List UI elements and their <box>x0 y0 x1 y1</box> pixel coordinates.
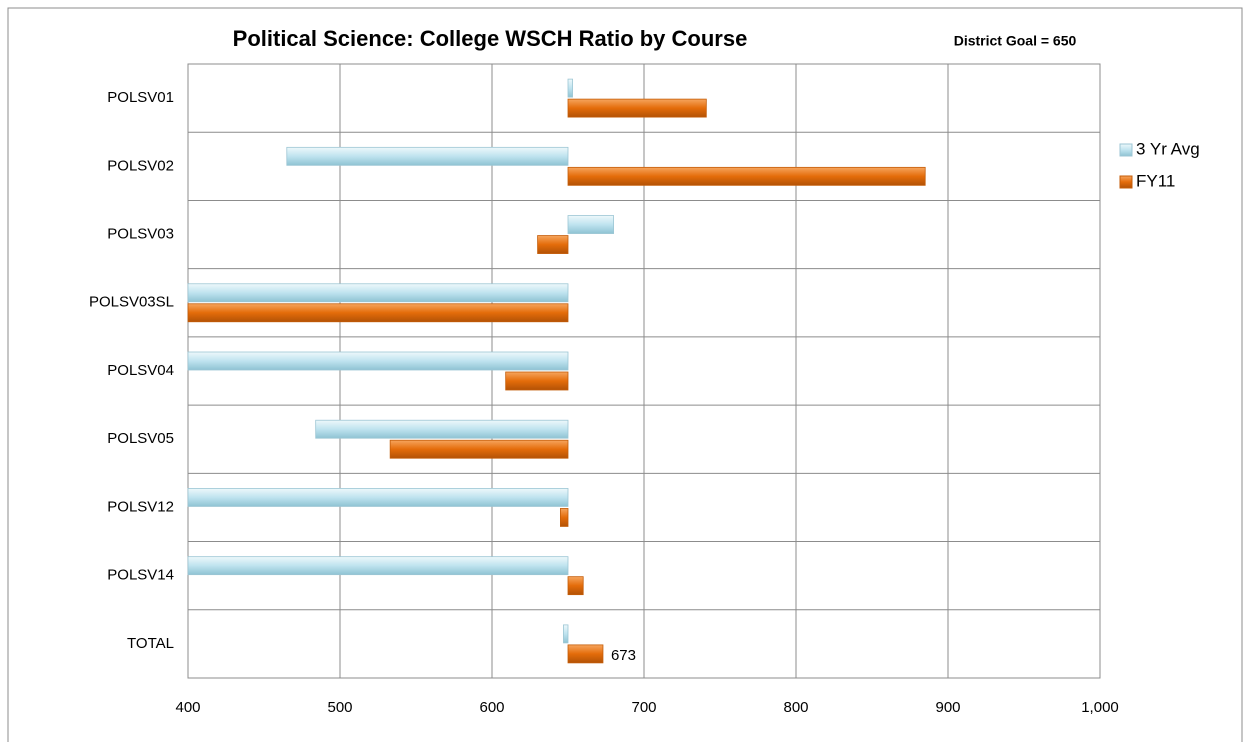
bar <box>505 371 569 391</box>
bar <box>187 556 569 576</box>
bar <box>315 419 569 439</box>
bar <box>567 644 604 664</box>
x-tick-label: 700 <box>631 699 656 716</box>
y-tick-label: POLSV02 <box>107 157 174 174</box>
bar <box>563 624 569 644</box>
bar <box>187 283 569 303</box>
bar <box>537 235 569 254</box>
bar <box>567 215 614 234</box>
bar <box>567 576 584 596</box>
chart-border <box>7 7 1243 742</box>
bar <box>286 146 569 166</box>
bar <box>187 488 569 507</box>
y-tick-label: POLSV05 <box>107 430 174 447</box>
y-tick-label: POLSV01 <box>107 89 174 106</box>
x-tick-label: 1,000 <box>1081 699 1119 716</box>
annotation: District Goal = 650 <box>954 33 1077 49</box>
x-tick-label: 600 <box>479 699 504 716</box>
bar <box>187 351 569 371</box>
y-tick-label: POLSV14 <box>107 567 174 584</box>
y-tick-label: POLSV03SL <box>89 294 174 311</box>
x-tick-label: 400 <box>175 699 200 716</box>
data-label: 673 <box>611 647 636 664</box>
bar <box>567 78 573 98</box>
y-tick-label: POLSV04 <box>107 362 174 379</box>
bar <box>567 166 926 186</box>
bar <box>187 303 569 323</box>
legend-swatch <box>1119 143 1133 157</box>
legend-label: FY11 <box>1136 171 1175 190</box>
bar <box>389 439 569 459</box>
y-tick-label: POLSV03 <box>107 226 174 243</box>
y-tick-label: TOTAL <box>127 635 174 652</box>
x-tick-label: 900 <box>935 699 960 716</box>
legend-swatch <box>1119 175 1133 189</box>
legend-label: 3 Yr Avg <box>1136 139 1200 158</box>
chart-title: Political Science: College WSCH Ratio by… <box>233 26 748 51</box>
bar <box>567 98 707 118</box>
y-tick-label: POLSV12 <box>107 498 174 515</box>
bar <box>560 508 569 527</box>
x-tick-label: 800 <box>783 699 808 716</box>
x-tick-label: 500 <box>327 699 352 716</box>
